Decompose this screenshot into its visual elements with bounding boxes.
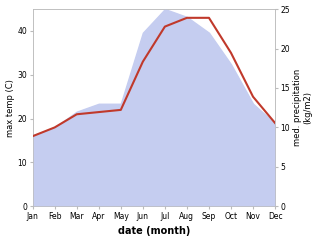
X-axis label: date (month): date (month) (118, 227, 190, 236)
Y-axis label: med. precipitation
(kg/m2): med. precipitation (kg/m2) (293, 69, 313, 146)
Y-axis label: max temp (C): max temp (C) (5, 79, 15, 137)
